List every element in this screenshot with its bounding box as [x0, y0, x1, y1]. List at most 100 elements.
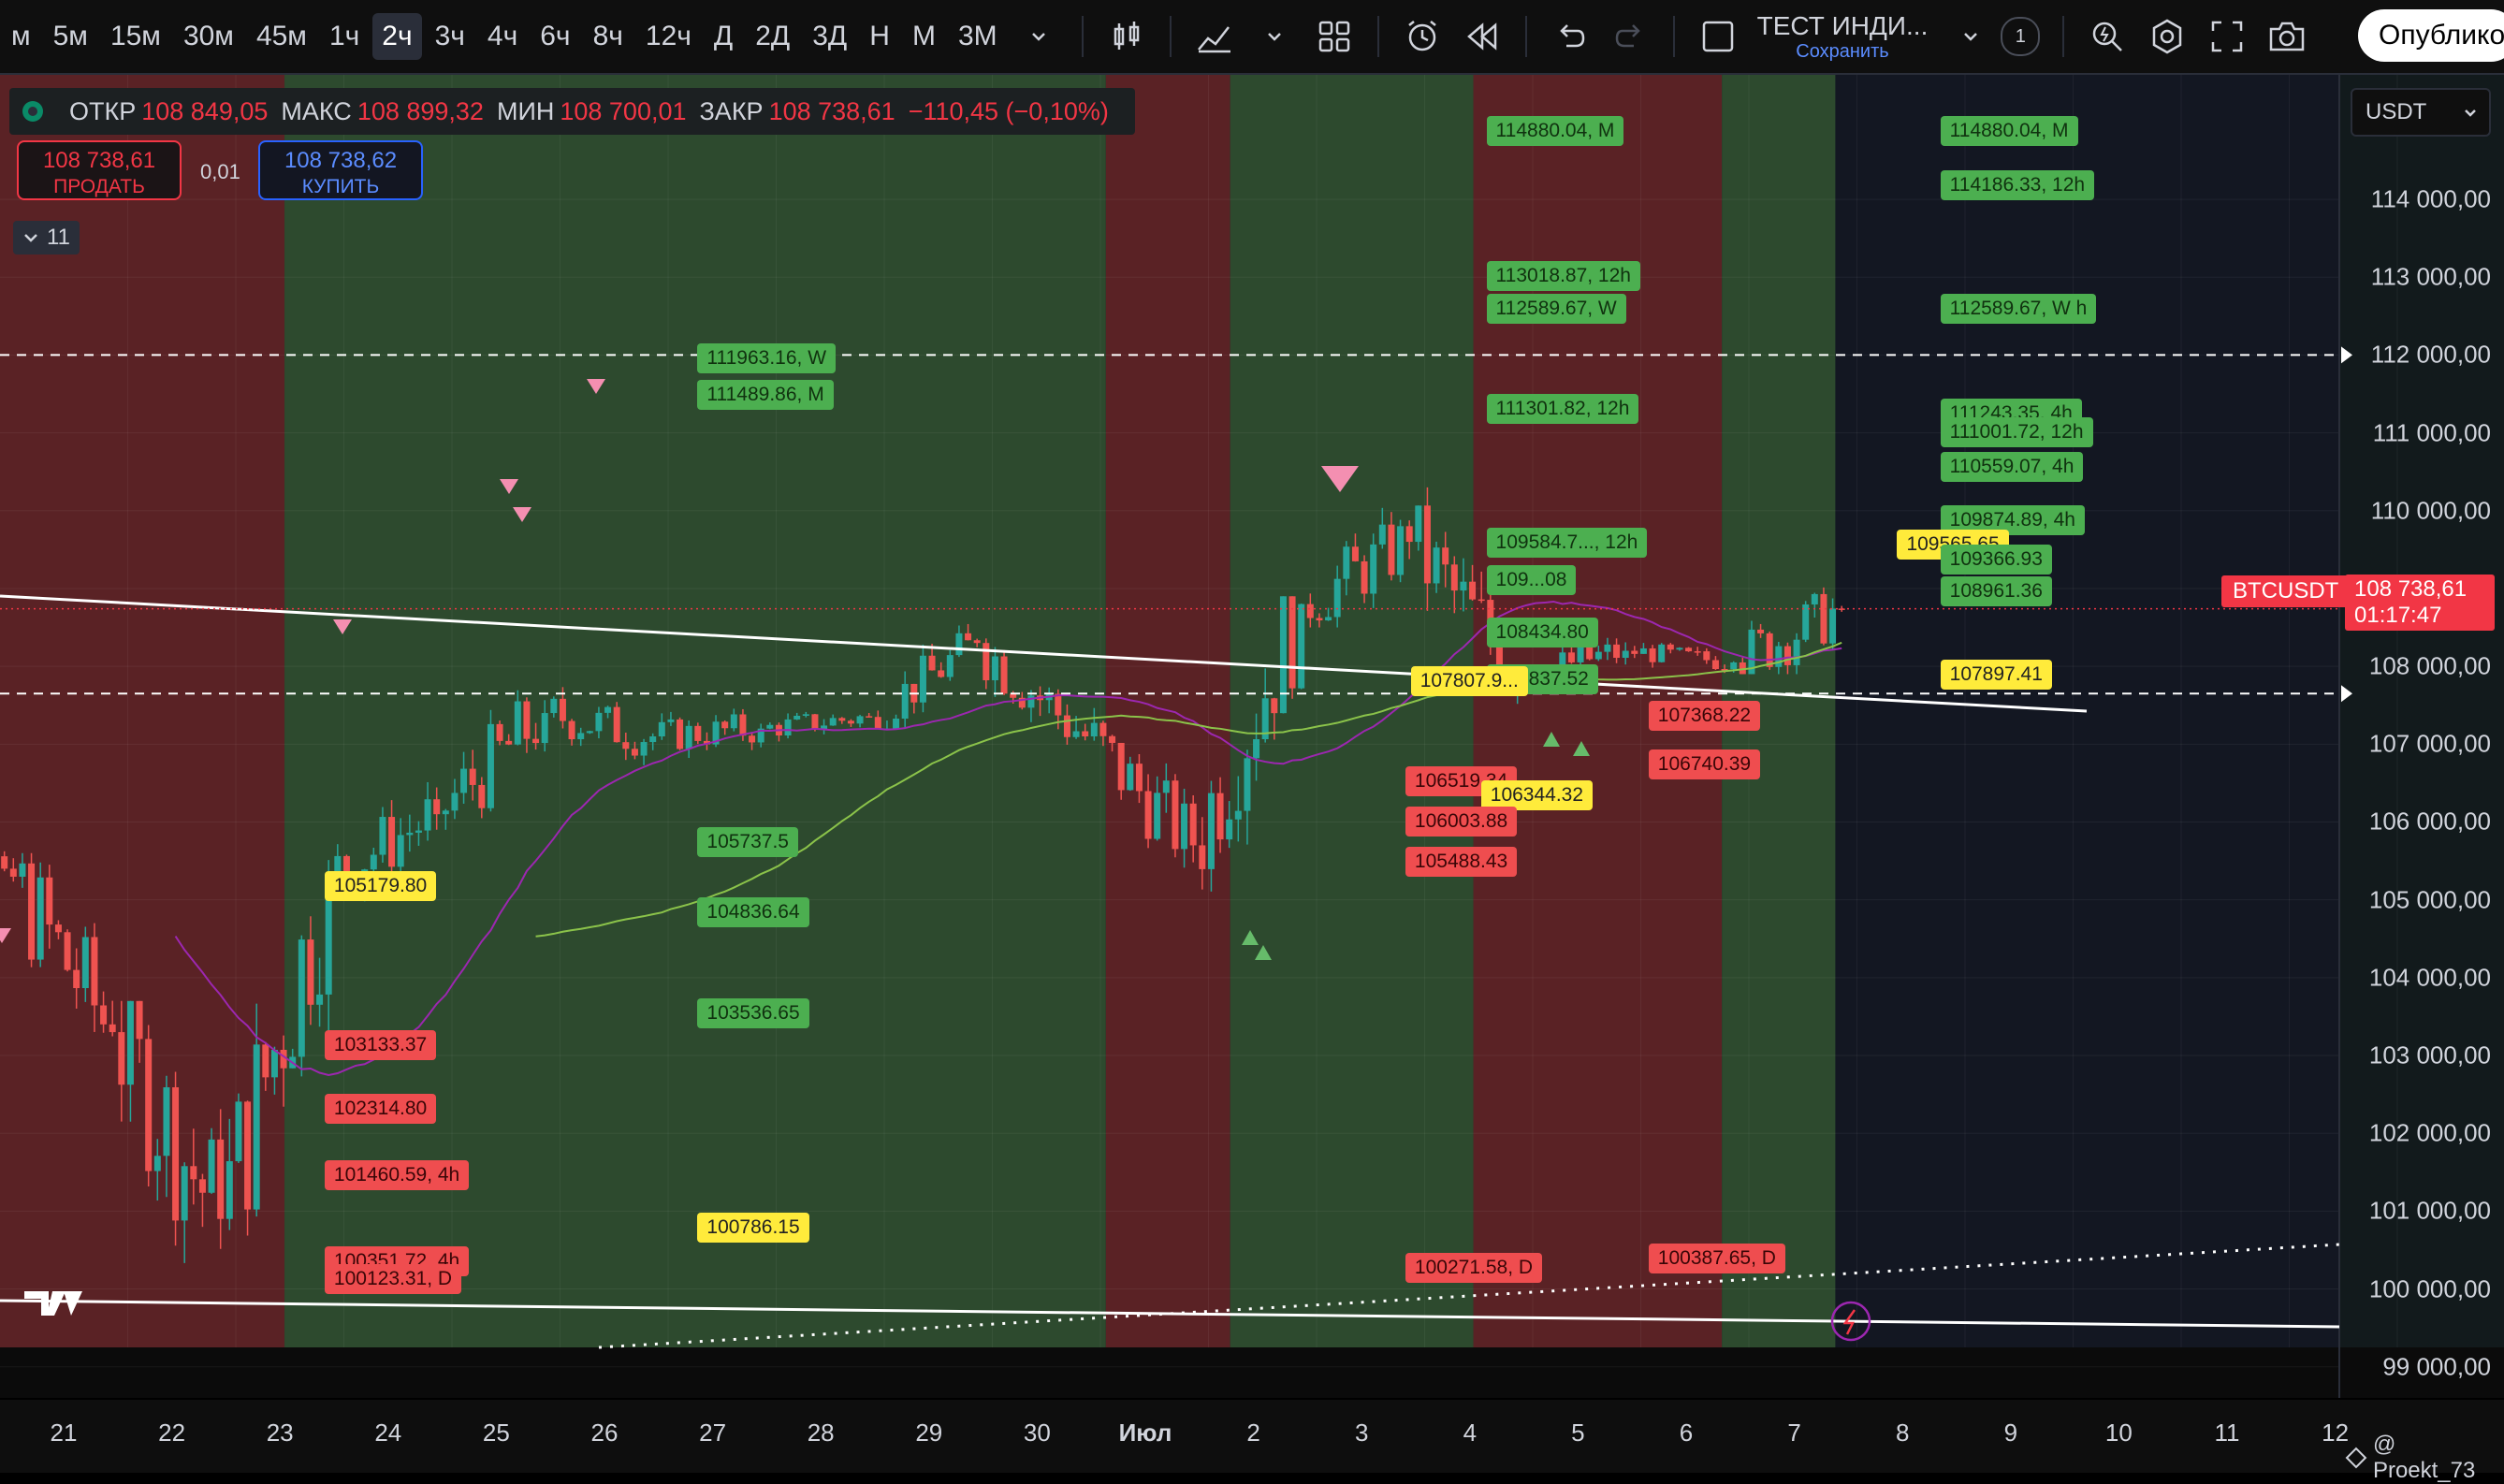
bar-countdown: 01:17:47: [2354, 603, 2442, 628]
timeframe-3[interactable]: 30м: [182, 21, 234, 51]
publish-button[interactable]: Опублико: [2358, 9, 2504, 62]
candle-body: [613, 706, 620, 743]
trendline-lower: [0, 1299, 2340, 1329]
candle-body: [1721, 668, 1728, 671]
timeframe-14[interactable]: 3Д: [812, 21, 848, 51]
candle-body: [1415, 505, 1422, 543]
timeframe-13[interactable]: 2Д: [755, 21, 791, 51]
settings-icon[interactable]: [2143, 12, 2191, 61]
redo-icon[interactable]: [1606, 12, 1654, 61]
save-layout-link[interactable]: Сохранить: [1796, 40, 1889, 62]
camera-icon[interactable]: [2263, 12, 2311, 61]
templates-grid-icon[interactable]: [1310, 12, 1359, 61]
candle-body: [433, 799, 441, 815]
candle-body: [1405, 526, 1413, 543]
fullscreen-icon[interactable]: [2203, 12, 2251, 61]
tradingview-logo: [24, 1291, 82, 1316]
price-axis[interactable]: 114 000,00 113 000,00 112 000,00 111 000,00…: [2339, 75, 2504, 1398]
time-axis[interactable]: 21 22 23 24 25 26 27 28 29 30 Июл 2 3 4 5 6 7 8 9 10 11 12 @ …: [0, 1400, 2504, 1483]
candle-body: [1829, 608, 1837, 644]
candle-body: [270, 1049, 278, 1078]
undo-icon[interactable]: [1546, 12, 1594, 61]
timeframe-8[interactable]: 4ч: [487, 21, 518, 51]
candle-body: [1244, 758, 1251, 811]
candle-body: [478, 784, 486, 808]
timeframe-12[interactable]: Д: [713, 21, 734, 51]
candle-body: [1234, 810, 1242, 820]
timeframe-16[interactable]: М: [911, 21, 936, 51]
candle-body: [901, 683, 909, 720]
candle-body: [64, 932, 71, 970]
candle-body: [856, 716, 864, 724]
candle-body: [153, 1156, 161, 1171]
candle-body: [235, 1101, 242, 1161]
candle-body: [550, 698, 558, 714]
level-label: 100786.15: [697, 1213, 809, 1244]
candle-body: [1027, 695, 1035, 708]
candle-body: [1783, 646, 1791, 665]
candle-body: [451, 793, 459, 811]
candle-style-icon[interactable]: [1102, 12, 1151, 61]
price-tick-label: 104 000,00: [2368, 963, 2491, 992]
candle-body: [370, 854, 377, 870]
timeframe-2[interactable]: 15м: [109, 21, 161, 51]
candle-body: [749, 735, 756, 743]
candle-body: [1288, 596, 1296, 689]
order-quantity[interactable]: 0,01: [200, 160, 240, 183]
timeframe-7[interactable]: 3ч: [434, 21, 465, 51]
chevron-down-icon[interactable]: [1250, 12, 1299, 61]
quick-search-icon[interactable]: [2083, 12, 2132, 61]
high-value: 108 899,32: [357, 96, 484, 125]
candle-body: [424, 799, 431, 831]
timeframe-6[interactable]: 2ч: [372, 13, 422, 60]
sell-signal-marker-large: [1321, 466, 1359, 492]
sell-signal-marker: [0, 928, 11, 943]
indicators-icon[interactable]: [1190, 12, 1239, 61]
indicators-toggle[interactable]: 11: [13, 221, 80, 255]
timeframe-15[interactable]: Н: [869, 21, 890, 51]
toolbar-divider: [1081, 16, 1084, 57]
chevron-down-icon[interactable]: [1946, 12, 1995, 61]
currency-select[interactable]: USDT: [2351, 88, 2491, 137]
replay-icon[interactable]: [1458, 12, 1507, 61]
candle-body: [1388, 524, 1395, 575]
candle-body: [1604, 644, 1611, 652]
level-label: 109...08: [1486, 564, 1577, 595]
timeframe-0[interactable]: м: [11, 21, 31, 51]
time-tick-label: 30: [1023, 1419, 1051, 1447]
candle-body: [46, 877, 53, 925]
candle-body: [1207, 793, 1215, 869]
candle-body: [712, 721, 720, 745]
timeframe-17[interactable]: 3М: [957, 21, 997, 51]
layout-square-icon[interactable]: [1694, 12, 1742, 61]
candle-body: [928, 655, 936, 671]
candle-body: [253, 1044, 260, 1210]
layout-name-block[interactable]: ТЕСТ ИНДИ... Сохранить: [1757, 11, 1929, 63]
candle-body: [208, 1139, 215, 1193]
buy-button[interactable]: 108 738,62 КУПИТЬ: [258, 140, 423, 200]
timeframe-1[interactable]: 5м: [52, 21, 88, 51]
alert-count-badge[interactable]: 1: [2001, 17, 2041, 56]
candle-body: [965, 633, 972, 641]
chevron-down-icon[interactable]: [1014, 12, 1063, 61]
candle-body: [568, 720, 575, 740]
candle-body: [838, 718, 846, 721]
candle-body: [1072, 731, 1080, 737]
high-label: МАКС: [281, 96, 352, 125]
candle-body: [1460, 581, 1467, 591]
candle-body: [811, 714, 819, 730]
candle-body: [1442, 547, 1449, 565]
timeframe-10[interactable]: 8ч: [592, 21, 623, 51]
sell-signal-marker: [500, 479, 518, 494]
alert-clock-icon[interactable]: [1398, 12, 1447, 61]
timeframe-4[interactable]: 45м: [255, 21, 307, 51]
timeframe-5[interactable]: 1ч: [328, 21, 360, 51]
timeframe-9[interactable]: 6ч: [540, 21, 571, 51]
chart-area[interactable]: 114880.04, M 114880.04, M 114186.33, 12h 11…: [0, 75, 2504, 1398]
sell-button[interactable]: 108 738,61 ПРОДАТЬ: [17, 140, 182, 200]
candle-body: [460, 768, 468, 793]
time-tick-label: 21: [50, 1419, 78, 1447]
visibility-dot-icon[interactable]: [22, 101, 43, 122]
timeframe-11[interactable]: 12ч: [645, 21, 692, 51]
time-tick-label: 6: [1679, 1419, 1694, 1447]
